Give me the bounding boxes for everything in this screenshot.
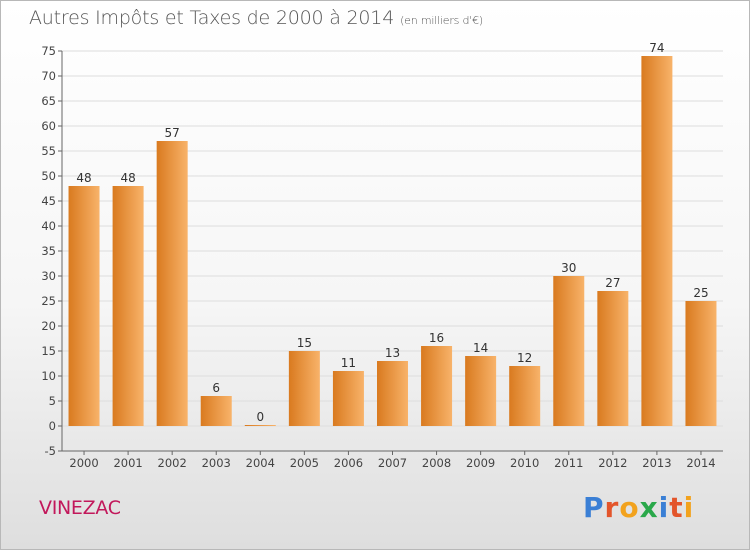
x-tick-label: 2009 bbox=[466, 456, 495, 470]
x-tick-label: 2013 bbox=[642, 456, 671, 470]
y-tick-label: 60 bbox=[41, 119, 56, 133]
bar-2008 bbox=[421, 346, 453, 426]
x-tick-label: 2002 bbox=[158, 456, 187, 470]
proxiti-logo: Proxiti bbox=[583, 491, 694, 524]
bar-2005 bbox=[288, 351, 320, 426]
y-tick-label: 55 bbox=[41, 144, 56, 158]
data-label-2008: 16 bbox=[429, 331, 444, 345]
bar-2002 bbox=[156, 141, 188, 426]
y-tick-label: 10 bbox=[41, 369, 56, 383]
data-label-2012: 27 bbox=[605, 276, 620, 290]
data-label-2002: 57 bbox=[165, 126, 180, 140]
bar-2009 bbox=[465, 356, 497, 426]
bars bbox=[68, 56, 717, 426]
bar-2004 bbox=[244, 425, 276, 426]
bar-2013 bbox=[641, 56, 673, 426]
y-tick-label: 20 bbox=[41, 319, 56, 333]
y-tick-label: 45 bbox=[41, 194, 56, 208]
y-tick-label: 35 bbox=[41, 244, 56, 258]
y-tick-label: 65 bbox=[41, 94, 56, 108]
data-label-2004: 0 bbox=[256, 410, 264, 424]
data-label-2001: 48 bbox=[120, 171, 135, 185]
bar-2011 bbox=[553, 276, 585, 426]
y-tick-label: 50 bbox=[41, 169, 56, 183]
data-label-2010: 12 bbox=[517, 351, 532, 365]
x-tick-label: 2007 bbox=[378, 456, 407, 470]
bar-2006 bbox=[332, 371, 364, 426]
y-tick-label: 5 bbox=[49, 394, 56, 408]
data-label-2007: 13 bbox=[385, 346, 400, 360]
data-label-2013: 74 bbox=[649, 41, 664, 55]
bar-2000 bbox=[68, 186, 100, 426]
chart-title-text: Autres Impôts et Taxes de 2000 à 2014 bbox=[29, 7, 395, 29]
logo-letter: x bbox=[639, 491, 659, 524]
x-tick-label: 2005 bbox=[290, 456, 319, 470]
x-tick-label: 2011 bbox=[554, 456, 583, 470]
x-tick-label: 2010 bbox=[510, 456, 539, 470]
x-tick-label: 2008 bbox=[422, 456, 451, 470]
data-label-2006: 11 bbox=[341, 356, 356, 370]
bar-2007 bbox=[377, 361, 408, 426]
bar-2001 bbox=[112, 186, 144, 426]
x-tick-label: 2001 bbox=[113, 456, 142, 470]
y-tick-label: 30 bbox=[41, 269, 56, 283]
x-tick-label: 2006 bbox=[334, 456, 363, 470]
y-tick-label: 25 bbox=[41, 294, 56, 308]
town-name: VINEZAC bbox=[39, 497, 121, 519]
x-tick-label: 2000 bbox=[69, 456, 98, 470]
data-label-2005: 15 bbox=[297, 336, 312, 350]
logo-letter: r bbox=[604, 491, 620, 524]
x-tick-label: 2014 bbox=[686, 456, 715, 470]
logo-letter: i bbox=[683, 491, 695, 524]
y-tick-label: -5 bbox=[45, 444, 56, 458]
logo-letter: P bbox=[583, 491, 605, 524]
chart-title: Autres Impôts et Taxes de 2000 à 2014 (en… bbox=[29, 7, 483, 29]
logo-letter: o bbox=[619, 491, 640, 524]
logo-letter: t bbox=[669, 491, 684, 524]
data-label-2000: 48 bbox=[76, 171, 91, 185]
bar-2012 bbox=[597, 291, 629, 426]
bar-2014 bbox=[685, 301, 717, 426]
data-label-2011: 30 bbox=[561, 261, 576, 275]
data-label-2003: 6 bbox=[212, 381, 220, 395]
x-tick-label: 2012 bbox=[598, 456, 627, 470]
data-labels: 48 48 57 6 0 15 11 13 16 14 12 30 27 74 25 bbox=[76, 41, 708, 424]
y-tick-label: 40 bbox=[41, 219, 56, 233]
bar-2010 bbox=[509, 366, 541, 426]
bar-2003 bbox=[200, 396, 232, 426]
y-tick-label: 0 bbox=[49, 419, 56, 433]
y-tick-label: 70 bbox=[41, 69, 56, 83]
x-tick-label: 2003 bbox=[202, 456, 231, 470]
logo-letter: i bbox=[658, 491, 670, 524]
y-tick-label: 75 bbox=[41, 44, 56, 58]
data-label-2009: 14 bbox=[473, 341, 488, 355]
x-tick-label: 2004 bbox=[246, 456, 275, 470]
y-tick-label: 15 bbox=[41, 344, 56, 358]
chart-unit: (en milliers d'€) bbox=[400, 14, 483, 27]
data-label-2014: 25 bbox=[693, 286, 708, 300]
